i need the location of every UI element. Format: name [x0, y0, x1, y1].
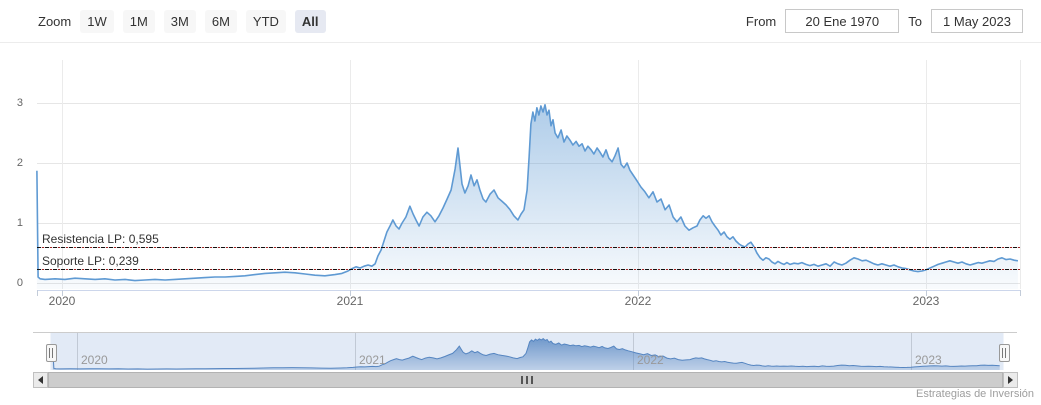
y-axis-label: 2	[16, 157, 23, 169]
to-label: To	[908, 13, 922, 29]
x-axis-label: 2020	[48, 294, 76, 308]
support-label: Soporte LP: 0,239	[42, 254, 139, 268]
scrollbar-right-arrow-button[interactable]	[1003, 372, 1018, 388]
range-button-3m[interactable]: 3M	[163, 9, 196, 33]
toolbar: Zoom 1W 1M 3M 6M YTD All From To	[0, 0, 1041, 43]
navigator-line	[52, 337, 1000, 370]
navigator-year-label: 2023	[915, 353, 942, 367]
from-date-input[interactable]	[785, 9, 900, 33]
y-axis-label: 1	[16, 217, 23, 229]
range-button-all[interactable]: All	[294, 9, 326, 33]
resistance-label: Resistencia LP: 0,595	[42, 232, 159, 246]
from-label: From	[745, 13, 777, 29]
range-button-6m[interactable]: 6M	[204, 9, 237, 33]
navigator-year-label: 2022	[637, 353, 664, 367]
y-axis-label: 3	[16, 97, 23, 109]
x-axis-label: 2023	[912, 294, 940, 308]
navigator-right-handle[interactable]	[999, 344, 1010, 362]
range-button-1m[interactable]: 1M	[122, 9, 155, 33]
y-axis-label: 0	[16, 277, 23, 289]
resistance-line	[37, 247, 1020, 248]
chart-credit-link[interactable]: Estrategias de Inversión	[915, 388, 1034, 400]
right-arrow-icon	[1008, 376, 1013, 384]
to-date-input[interactable]	[931, 9, 1023, 33]
navigator-year-label: 2020	[81, 353, 108, 367]
zoom-label: Zoom	[38, 13, 72, 29]
price-area[interactable]	[36, 104, 1018, 289]
support-line	[37, 269, 1020, 270]
range-button-1w[interactable]: 1W	[80, 9, 114, 33]
navigator-area	[52, 338, 1000, 370]
x-axis-label: 2021	[336, 294, 364, 308]
scrollbar-grip-icon[interactable]	[521, 376, 533, 384]
navigator-selected-mask[interactable]	[50, 333, 1004, 370]
price-line	[36, 104, 1019, 282]
left-arrow-icon	[38, 376, 43, 384]
x-axis-label: 2022	[624, 294, 652, 308]
navigator-left-handle[interactable]	[46, 344, 57, 362]
scrollbar-left-arrow-button[interactable]	[33, 372, 48, 388]
date-range-controls: From To	[746, 9, 1023, 33]
range-button-ytd[interactable]: YTD	[245, 9, 286, 33]
navigator-year-label: 2021	[359, 353, 386, 367]
